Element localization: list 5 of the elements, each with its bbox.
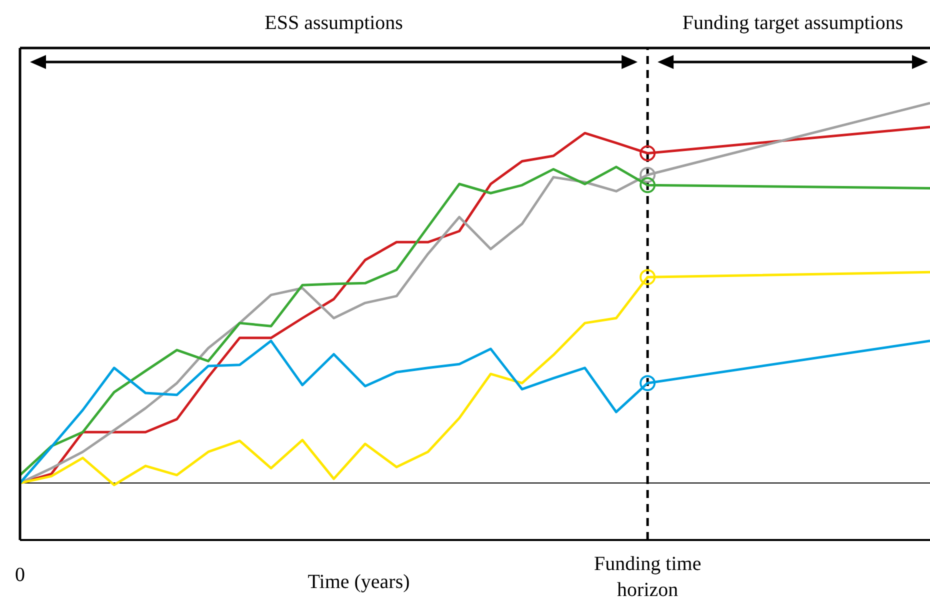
x-axis-title: Time (years) xyxy=(308,571,410,593)
text: Funding target assumptions xyxy=(682,12,904,34)
x-tick-label: 0 xyxy=(15,564,25,586)
text: ESS assumptions xyxy=(264,12,404,34)
x-tick-label: Funding time horizon xyxy=(594,553,702,600)
